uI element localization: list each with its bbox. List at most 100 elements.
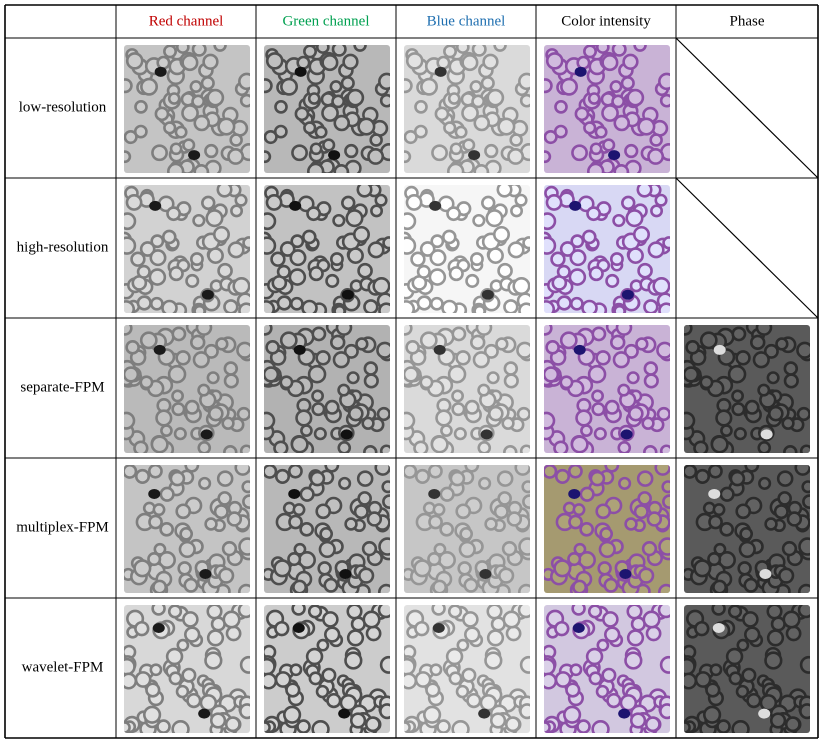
- cell: [124, 236, 137, 255]
- cell: [206, 88, 225, 107]
- cell: [556, 295, 572, 311]
- cell: [346, 629, 365, 647]
- cell: [264, 300, 276, 313]
- nucleus: [713, 344, 726, 355]
- cell: [567, 465, 583, 479]
- nucleus: [434, 66, 447, 77]
- cell: [239, 444, 250, 453]
- cell: [553, 559, 572, 578]
- cell: [292, 579, 308, 593]
- cell: [178, 540, 196, 559]
- cell: [379, 703, 390, 720]
- cell: [345, 209, 364, 228]
- cell: [595, 45, 610, 54]
- cell: [279, 241, 296, 257]
- cell: [643, 373, 659, 389]
- cell: [625, 209, 644, 228]
- cell: [569, 249, 587, 267]
- cell: [627, 405, 644, 422]
- cell: [750, 334, 766, 351]
- cell: [448, 266, 464, 282]
- cell: [216, 185, 233, 198]
- micrograph: [404, 605, 530, 733]
- cell: [313, 427, 327, 441]
- micrograph-content: [404, 465, 530, 593]
- cell: [544, 300, 556, 313]
- cell: [752, 351, 770, 369]
- cell: [432, 503, 446, 517]
- cell: [465, 273, 480, 288]
- cell: [430, 435, 449, 453]
- micrograph-content: [544, 605, 670, 733]
- cell: [477, 440, 492, 453]
- cell: [308, 266, 324, 282]
- cell: [361, 540, 378, 557]
- cell: [366, 511, 383, 527]
- cell: [405, 194, 423, 211]
- cell: [404, 300, 416, 313]
- cell: [641, 416, 655, 430]
- cell: [544, 411, 556, 430]
- cell: [796, 341, 810, 359]
- cell: [498, 567, 515, 584]
- cell: [545, 340, 560, 355]
- cell: [344, 143, 359, 159]
- cell: [645, 625, 662, 642]
- cell: [661, 480, 670, 494]
- cell: [449, 470, 466, 487]
- cell: [300, 424, 313, 437]
- cell: [404, 366, 420, 383]
- cell: [193, 114, 211, 132]
- cell: [744, 626, 761, 643]
- cell: [544, 236, 557, 255]
- cell: [337, 440, 352, 453]
- cell: [307, 92, 321, 105]
- cell: [303, 45, 318, 59]
- micrograph: [684, 605, 810, 733]
- cell: [441, 299, 458, 313]
- cell: [291, 605, 306, 616]
- cell: [632, 225, 650, 243]
- cell: [134, 100, 148, 114]
- cell: [486, 88, 505, 107]
- cell: [650, 204, 664, 218]
- cell: [319, 526, 334, 541]
- micrograph: [404, 185, 530, 313]
- cell: [427, 465, 443, 479]
- nucleus: [149, 200, 162, 211]
- cell: [746, 692, 762, 709]
- cell: [482, 53, 499, 70]
- cell: [604, 626, 621, 643]
- cell: [315, 684, 330, 699]
- cell: [151, 605, 166, 616]
- cell: [140, 77, 158, 96]
- cell: [289, 249, 307, 267]
- cell: [649, 133, 663, 147]
- cell: [184, 465, 200, 473]
- micrograph-content: [124, 465, 250, 593]
- cell: [264, 212, 277, 231]
- cell: [544, 129, 558, 145]
- cell: [659, 444, 670, 453]
- cell: [124, 465, 138, 479]
- cell: [404, 150, 412, 164]
- cell: [133, 559, 152, 578]
- cell: [684, 672, 698, 690]
- cell: [147, 465, 163, 479]
- cell: [586, 162, 605, 173]
- cell: [447, 92, 461, 105]
- cell: [150, 234, 165, 249]
- cell: [495, 337, 509, 351]
- cell: [436, 719, 451, 733]
- cell: [684, 411, 696, 430]
- cell: [363, 299, 379, 313]
- cell: [349, 712, 367, 729]
- cell: [223, 444, 238, 453]
- cell: [404, 129, 418, 145]
- cell: [241, 480, 250, 494]
- cell: [124, 657, 136, 676]
- cell: [338, 476, 352, 490]
- cell: [307, 605, 323, 619]
- cell: [703, 705, 722, 724]
- cell: [197, 383, 211, 397]
